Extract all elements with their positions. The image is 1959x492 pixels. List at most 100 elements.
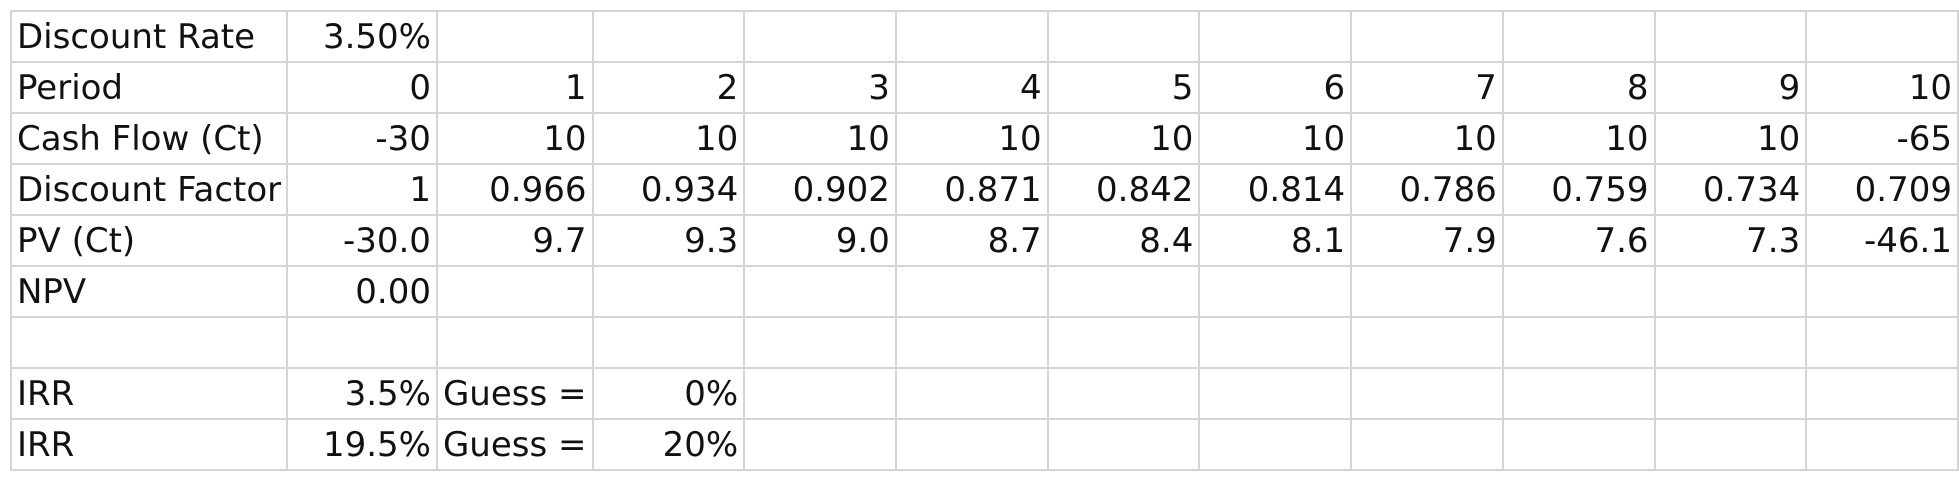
sheet-cell[interactable]: 0% [591,367,746,420]
sheet-cell[interactable] [1046,367,1201,420]
row-label-cell[interactable]: IRR [9,418,289,471]
row-label-cell[interactable]: IRR [9,367,289,420]
sheet-cell[interactable] [1198,10,1353,63]
sheet-cell[interactable] [1653,265,1808,318]
sheet-cell[interactable] [743,265,897,318]
row-label-cell[interactable]: PV (Ct) [9,214,289,267]
sheet-cell[interactable] [743,367,897,420]
row-label-cell[interactable] [9,316,289,369]
sheet-cell[interactable]: -30 [286,112,438,165]
sheet-cell[interactable] [894,418,1049,471]
sheet-cell[interactable]: 8.1 [1198,214,1353,267]
sheet-cell[interactable] [1046,418,1201,471]
sheet-cell[interactable] [591,265,746,318]
sheet-cell[interactable] [1350,367,1504,420]
sheet-cell[interactable] [1805,367,1959,420]
sheet-cell[interactable]: 0.871 [894,163,1049,216]
sheet-cell[interactable]: 3.5% [286,367,438,420]
sheet-cell[interactable] [1501,367,1656,420]
sheet-cell[interactable]: 0.759 [1501,163,1656,216]
sheet-cell[interactable]: 10 [1805,61,1959,114]
row-label-cell[interactable]: NPV [9,265,289,318]
sheet-cell[interactable] [435,265,594,318]
sheet-cell[interactable]: 0 [286,61,438,114]
sheet-cell[interactable]: 10 [1501,112,1656,165]
row-label-cell[interactable]: Cash Flow (Ct) [9,112,289,165]
sheet-cell[interactable] [591,316,746,369]
sheet-cell[interactable] [1198,265,1353,318]
sheet-cell[interactable]: 0.902 [743,163,897,216]
sheet-cell[interactable]: 10 [894,112,1049,165]
sheet-cell[interactable] [1805,418,1959,471]
sheet-cell[interactable] [1805,265,1959,318]
sheet-cell[interactable]: 0.966 [435,163,594,216]
sheet-cell[interactable] [1653,316,1808,369]
sheet-cell[interactable]: -46.1 [1805,214,1959,267]
sheet-cell[interactable]: -30.0 [286,214,438,267]
sheet-cell[interactable]: 5 [1046,61,1201,114]
sheet-cell[interactable] [1046,316,1201,369]
sheet-cell[interactable]: Guess = [435,418,594,471]
sheet-cell[interactable]: 0.00 [286,265,438,318]
sheet-cell[interactable]: 9.3 [591,214,746,267]
sheet-cell[interactable]: 20% [591,418,746,471]
sheet-cell[interactable]: 10 [591,112,746,165]
sheet-cell[interactable]: 9.7 [435,214,594,267]
sheet-cell[interactable]: 10 [1198,112,1353,165]
sheet-cell[interactable] [1653,10,1808,63]
sheet-cell[interactable]: 3.50% [286,10,438,63]
sheet-cell[interactable]: 0.814 [1198,163,1353,216]
sheet-cell[interactable]: 1 [286,163,438,216]
sheet-cell[interactable] [1501,316,1656,369]
sheet-cell[interactable]: 10 [1350,112,1504,165]
sheet-cell[interactable] [1653,418,1808,471]
sheet-cell[interactable] [1046,265,1201,318]
sheet-cell[interactable]: 10 [743,112,897,165]
sheet-cell[interactable]: 3 [743,61,897,114]
sheet-cell[interactable]: 4 [894,61,1049,114]
sheet-cell[interactable]: 7.3 [1653,214,1808,267]
sheet-cell[interactable]: 10 [1653,112,1808,165]
sheet-cell[interactable] [743,316,897,369]
row-label-cell[interactable]: Discount Rate [9,10,289,63]
sheet-cell[interactable] [1653,367,1808,420]
sheet-cell[interactable] [1350,418,1504,471]
sheet-cell[interactable]: 10 [435,112,594,165]
sheet-cell[interactable] [435,316,594,369]
sheet-cell[interactable] [894,10,1049,63]
sheet-cell[interactable]: 7 [1350,61,1504,114]
sheet-cell[interactable] [1046,10,1201,63]
sheet-cell[interactable]: 0.934 [591,163,746,216]
row-label-cell[interactable]: Period [9,61,289,114]
sheet-cell[interactable] [1501,265,1656,318]
sheet-cell[interactable] [1198,418,1353,471]
sheet-cell[interactable]: 10 [1046,112,1201,165]
sheet-cell[interactable] [1198,316,1353,369]
sheet-cell[interactable]: 1 [435,61,594,114]
sheet-cell[interactable] [1350,265,1504,318]
sheet-cell[interactable] [1501,10,1656,63]
sheet-cell[interactable]: 0.709 [1805,163,1959,216]
sheet-cell[interactable] [286,316,438,369]
sheet-cell[interactable] [894,316,1049,369]
sheet-cell[interactable]: 7.9 [1350,214,1504,267]
sheet-cell[interactable]: 2 [591,61,746,114]
sheet-cell[interactable] [1350,10,1504,63]
sheet-cell[interactable]: 9.0 [743,214,897,267]
sheet-cell[interactable] [1198,367,1353,420]
row-label-cell[interactable]: Discount Factor [9,163,289,216]
sheet-cell[interactable] [743,10,897,63]
sheet-cell[interactable] [1805,10,1959,63]
sheet-cell[interactable]: -65 [1805,112,1959,165]
sheet-cell[interactable]: 19.5% [286,418,438,471]
sheet-cell[interactable]: 9 [1653,61,1808,114]
sheet-cell[interactable]: 7.6 [1501,214,1656,267]
sheet-cell[interactable] [743,418,897,471]
sheet-cell[interactable]: 8.7 [894,214,1049,267]
sheet-cell[interactable] [1350,316,1504,369]
sheet-cell[interactable]: 0.734 [1653,163,1808,216]
sheet-cell[interactable]: 0.786 [1350,163,1504,216]
sheet-cell[interactable] [894,367,1049,420]
sheet-cell[interactable] [1805,316,1959,369]
sheet-cell[interactable] [591,10,746,63]
